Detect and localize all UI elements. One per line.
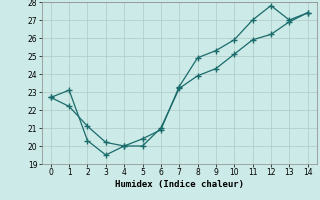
X-axis label: Humidex (Indice chaleur): Humidex (Indice chaleur) bbox=[115, 180, 244, 189]
